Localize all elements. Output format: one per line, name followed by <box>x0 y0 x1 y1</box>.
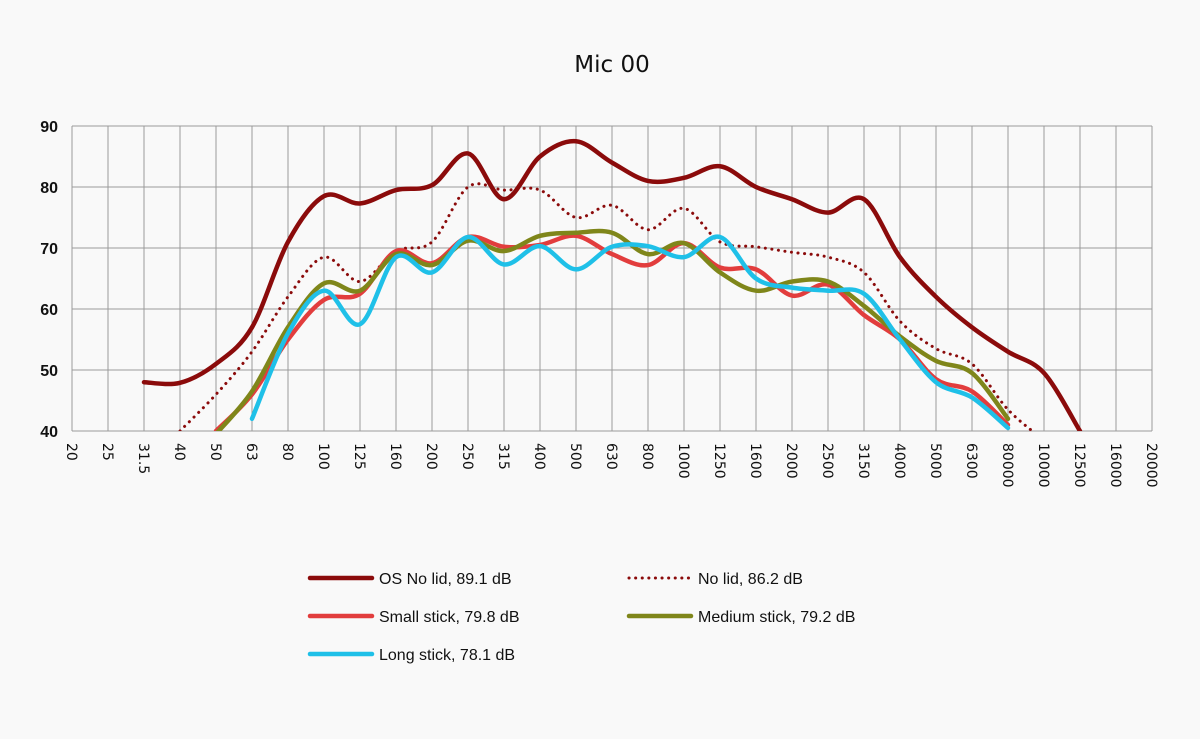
x-tick-label: 80000 <box>999 443 1015 488</box>
x-tick-label: 160 <box>387 443 403 470</box>
x-tick-label: 3150 <box>855 443 871 479</box>
x-axis: 20 25 31.5 40 50 63 80 100 125 160 200 250 315 400 500… <box>63 443 1159 488</box>
x-tick-label: 80 <box>279 443 295 461</box>
y-tick-label: 80 <box>40 180 58 197</box>
legend-label-3: Medium stick, 79.2 dB <box>698 609 855 626</box>
x-tick-label: 10000 <box>1035 443 1051 488</box>
x-tick-label: 250 <box>459 443 475 470</box>
x-tick-label: 16000 <box>1107 443 1123 488</box>
legend-label-4: Long stick, 78.1 dB <box>379 647 515 664</box>
x-tick-label: 630 <box>603 443 619 470</box>
legend: OS No lid, 89.1 dB No lid, 86.2 dB Small s… <box>307 571 855 664</box>
x-tick-label: 400 <box>531 443 547 470</box>
x-tick-label: 1250 <box>711 443 727 479</box>
x-tick-label: 500 <box>567 443 583 470</box>
x-tick-label: 20000 <box>1143 443 1159 488</box>
chart-title: Mic 00 <box>574 52 649 78</box>
x-tick-label: 2000 <box>783 443 799 479</box>
legend-label-1: No lid, 86.2 dB <box>698 571 803 588</box>
y-tick-label: 90 <box>40 119 58 136</box>
x-tick-label: 5000 <box>927 443 943 479</box>
legend-label-0: OS No lid, 89.1 dB <box>379 571 512 588</box>
x-tick-label: 800 <box>639 443 655 470</box>
y-axis: 40 50 60 70 80 90 <box>40 119 58 441</box>
y-tick-label: 40 <box>40 424 58 441</box>
x-tick-label: 200 <box>423 443 439 470</box>
x-tick-label: 25 <box>99 443 115 461</box>
x-tick-label: 315 <box>495 443 511 470</box>
legend-label-2: Small stick, 79.8 dB <box>379 609 520 626</box>
x-tick-label: 20 <box>63 443 79 461</box>
series-line-2 <box>213 233 1011 431</box>
x-tick-label: 1600 <box>747 443 763 479</box>
x-tick-label: 12500 <box>1071 443 1087 488</box>
y-tick-label: 70 <box>40 241 58 258</box>
x-tick-label: 1000 <box>675 443 691 479</box>
y-tick-label: 50 <box>40 363 58 380</box>
x-tick-label: 4000 <box>891 443 907 479</box>
x-tick-label: 125 <box>351 443 367 470</box>
x-tick-label: 50 <box>207 443 223 461</box>
x-tick-label: 63 <box>243 443 259 461</box>
chart-grid <box>71 125 1153 432</box>
x-tick-label: 2500 <box>819 443 835 479</box>
series-line-4 <box>249 234 1011 431</box>
x-tick-label: 100 <box>315 443 331 470</box>
x-tick-label: 31.5 <box>135 443 151 474</box>
x-tick-label: 40 <box>171 443 187 461</box>
series-line-3 <box>215 228 1011 431</box>
series-group <box>141 138 1083 431</box>
x-tick-label: 6300 <box>963 443 979 479</box>
y-tick-label: 60 <box>40 302 58 319</box>
series-line-1 <box>178 182 1035 431</box>
series-line-0 <box>141 138 1083 431</box>
